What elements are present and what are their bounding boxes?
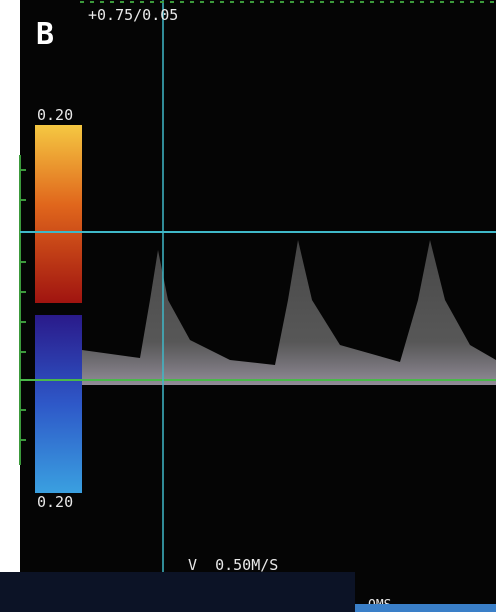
page: B +0.75/0.05 0.20 0.20 V 0.50M/S OMS (()… [0, 0, 496, 612]
bottom-strip [355, 604, 496, 612]
velocity-readout: V 0.50M/S [188, 556, 278, 574]
doppler-screen: B +0.75/0.05 0.20 0.20 V 0.50M/S OMS [0, 0, 496, 612]
panel-label: B [36, 17, 54, 52]
scale-top-label: 0.20 [37, 106, 73, 124]
scale-bottom-label: 0.20 [37, 493, 73, 511]
overlay-box [0, 572, 355, 612]
color-bar-positive [35, 125, 82, 303]
color-bar-negative [35, 315, 82, 493]
header-readout: +0.75/0.05 [88, 6, 178, 24]
